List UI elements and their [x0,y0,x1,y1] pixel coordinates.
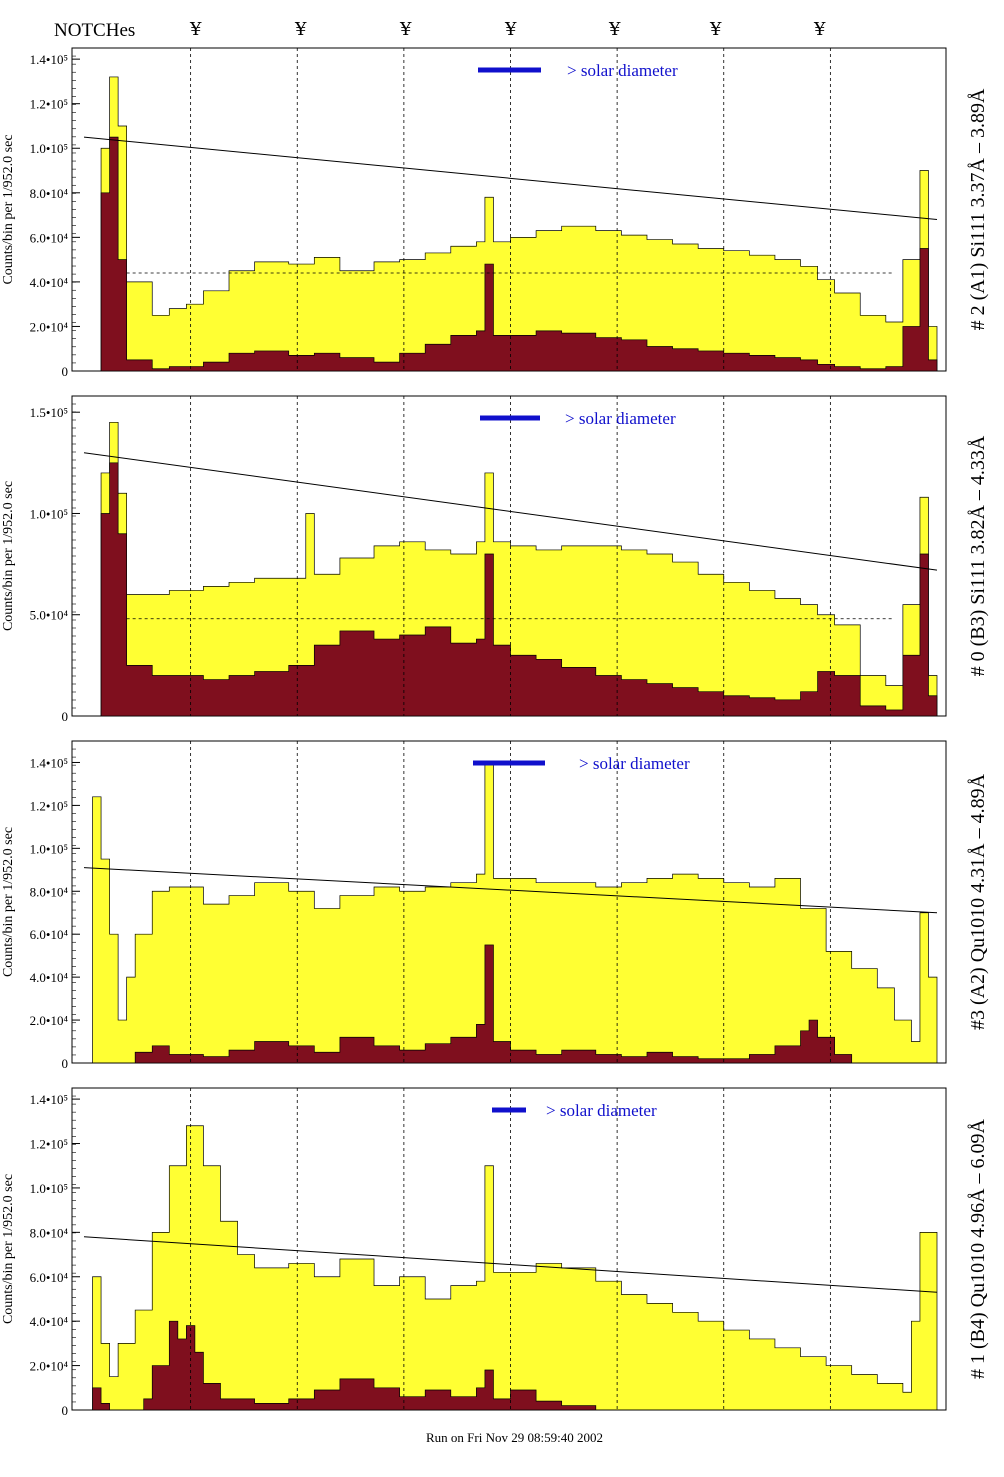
trend-line [83,452,938,571]
y-tick-label: 2.0•10⁴ [30,1013,69,1028]
y-axis-label: Counts/bin per 1/952.0 sec [1,481,16,631]
y-axis-label: Counts/bin per 1/952.0 sec [1,827,16,977]
series-total: total [84,1125,938,1411]
y-tick-label: 4.0•10⁴ [30,970,69,985]
y-tick-label: 0 [62,709,69,724]
series-subtracted: subtracted [84,944,937,1064]
series-subtracted: subtracted [84,1320,937,1411]
trend-line [83,867,938,914]
y-tick-label: 1.0•10⁵ [30,1181,68,1196]
chart-panel-3: totalsubtracted02.0•10⁴4.0•10⁴6.0•10⁴8.0… [1,740,989,1071]
y-tick-label: 6.0•10⁴ [30,1270,69,1285]
y-tick-label: 1.2•10⁵ [30,1137,68,1152]
y-tick-label: 1.0•10⁵ [30,841,68,856]
y-tick-label: 1.0•10⁵ [30,141,68,156]
legend-text: > solar diameter [567,61,678,80]
notch-mark: ¥ [609,19,621,40]
y-tick-label: 1.4•10⁵ [30,1092,68,1107]
chart-title: # 1 (B4) Qu1010 4.96Å – 6.09Å [967,1118,989,1379]
y-axis-label: Counts/bin per 1/952.0 sec [1,134,16,284]
y-tick-label: 6.0•10⁴ [30,230,69,245]
chart-panel-4: totalsubtracted 0 2.0•10⁴ 4.0•10⁴ 6.0•10⁴ 8.0… [1,1087,989,1418]
notch-mark: ¥ [400,19,412,40]
chart-panel-1: totalsubtracted 0 2.0•10⁴ 4.0•10⁴ 6.0•10⁴ 8.0… [1,47,989,379]
chart-title: # 2 (A1) Si111 3.37Å – 3.89Å [967,88,989,330]
y-tick-label: 0 [62,364,69,379]
y-tick-label: 1.2•10⁵ [30,97,68,112]
y-tick-label: 5.0•10⁴ [30,608,69,623]
legend-text: > solar diameter [546,1101,657,1120]
y-tick-label: 8.0•10⁴ [30,186,69,201]
trend-line [83,1236,938,1293]
y-tick-label: 4.0•10⁴ [30,275,69,290]
series-total: total [84,76,938,372]
notch-mark: ¥ [190,19,202,40]
notches-title: NOTCHes [54,20,136,41]
y-tick-label: 1.4•10⁵ [30,755,68,770]
legend-text: > solar diameter [565,409,676,428]
notch-mark: ¥ [505,19,517,40]
series-subtracted: subtracted [84,136,938,372]
y-tick-label: 8.0•10⁴ [30,1225,69,1240]
run-timestamp: Run on Fri Nov 29 08:59:40 2002 [426,1430,603,1445]
chart-panel-2: totalsubtracted05.0•10⁴1.0•10⁵1.5•10⁵Cou… [1,395,989,724]
chart-title: # 0 (B3) Si111 3.82Å – 4.33Å [967,435,989,676]
notch-mark: ¥ [814,19,826,40]
notch-mark: ¥ [710,19,722,40]
y-tick-label: 1.5•10⁵ [30,405,68,420]
y-tick-label: 0 [62,1056,69,1071]
y-tick-label: 4.0•10⁴ [30,1314,69,1329]
y-tick-label: 8.0•10⁴ [30,884,69,899]
chart-title: #3 (A2) Qu1010 4.31Å – 4.89Å [967,773,989,1030]
y-tick-label: 1.2•10⁵ [30,798,68,813]
y-tick-label: 1.0•10⁵ [30,506,68,521]
y-tick-label: 2.0•10⁴ [30,1359,69,1374]
y-tick-label: 1.4•10⁵ [30,52,68,67]
y-tick-label: 0 [62,1403,69,1418]
notch-mark: ¥ [295,19,307,40]
legend-text: > solar diameter [579,754,690,773]
y-tick-label: 2.0•10⁴ [30,319,69,334]
y-axis-label: Counts/bin per 1/952.0 sec [1,1174,16,1324]
y-tick-label: 6.0•10⁴ [30,927,69,942]
trend-line [83,136,938,221]
